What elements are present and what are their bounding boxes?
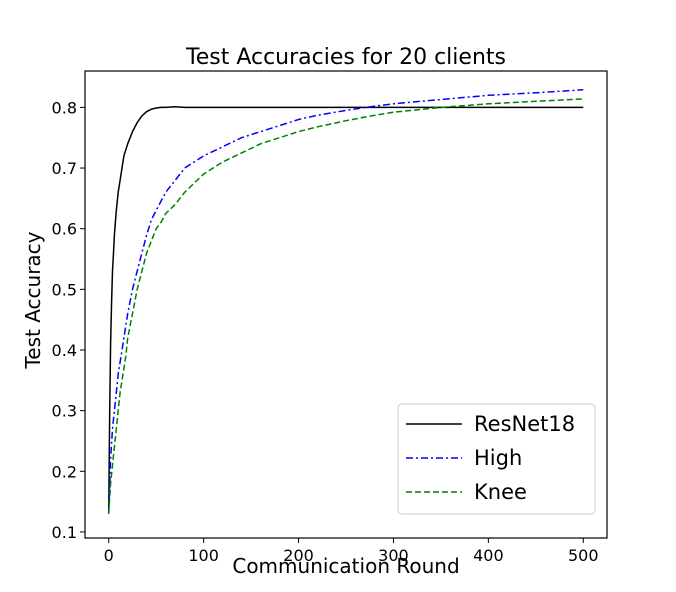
- y-tick-label: 0.8: [52, 98, 77, 117]
- legend-label-knee: Knee: [474, 480, 527, 504]
- x-tick-label: 400: [473, 546, 504, 565]
- x-tick-label: 500: [568, 546, 599, 565]
- x-axis-label: Communication Round: [232, 554, 459, 578]
- y-tick-label: 0.5: [52, 280, 77, 299]
- x-tick-label: 300: [378, 546, 409, 565]
- chart-title: Test Accuracies for 20 clients: [185, 45, 506, 70]
- series-line-resnet18: [107, 106, 584, 514]
- y-tick-label: 0.1: [52, 523, 77, 542]
- legend-box: [397, 403, 596, 515]
- y-tick-label: 0.6: [52, 220, 77, 239]
- x-tick-label: 200: [283, 546, 314, 565]
- y-tick-label: 0.4: [52, 341, 77, 360]
- y-tick-label: 0.2: [52, 462, 77, 481]
- series-line-high: [107, 89, 584, 514]
- plot-frame: [84, 70, 608, 539]
- y-axis-label: Test Accuracy: [21, 231, 45, 369]
- plot-lines: [107, 89, 584, 514]
- y-tick-label: 0.7: [52, 159, 77, 178]
- series-line-knee: [107, 98, 584, 514]
- legend-label-high: High: [474, 446, 522, 470]
- legend: ResNet18 High Knee: [397, 403, 596, 515]
- x-tick-label: 0: [104, 546, 114, 565]
- x-tick-label: 100: [188, 546, 219, 565]
- legend-label-resnet18: ResNet18: [474, 412, 575, 436]
- x-axis-ticks: 0 100 200 300 400 500: [104, 538, 599, 565]
- y-tick-label: 0.3: [52, 402, 77, 421]
- y-axis-ticks: 0.1 0.2 0.3 0.4 0.5 0.6 0.7 0.8: [52, 98, 85, 542]
